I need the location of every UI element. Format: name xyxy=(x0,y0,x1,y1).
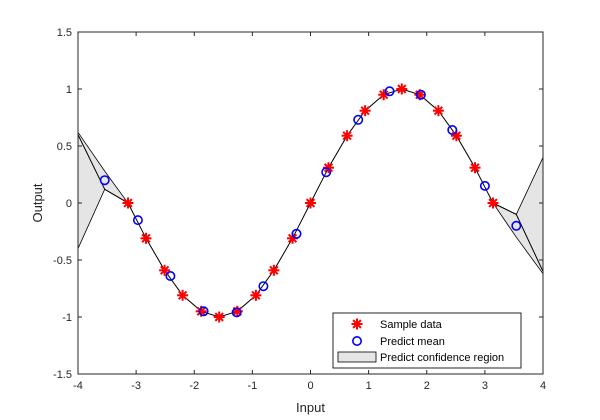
sample-data-point-stroke xyxy=(379,90,389,100)
sample-data-point xyxy=(305,197,316,209)
x-tick-label: 1 xyxy=(366,380,372,392)
sample-data-point-stroke xyxy=(123,198,133,208)
predict-mean-point xyxy=(231,307,242,318)
sample-data-point xyxy=(195,305,207,317)
predict-mean-point xyxy=(353,114,364,125)
sample-data-point xyxy=(323,162,334,174)
x-tick-label: -2 xyxy=(189,380,199,392)
legend-asterisk-marker xyxy=(351,318,363,330)
predict-mean-point xyxy=(384,86,395,97)
marker-layer xyxy=(99,83,522,323)
sample-data-point-stroke xyxy=(488,198,498,208)
predict-mean-point xyxy=(291,228,302,239)
y-tick-label: 0 xyxy=(66,198,72,210)
sample-data-point-stroke xyxy=(141,233,151,243)
legend: Sample data Predict mean Predict confide… xyxy=(332,312,522,369)
predict-mean-point xyxy=(415,89,426,100)
sample-data-point-stroke xyxy=(178,290,188,300)
predict-mean-point xyxy=(198,306,209,317)
sample-data-point-stroke xyxy=(323,163,334,173)
y-axis-label: Output xyxy=(30,183,45,222)
predict-mean-point xyxy=(258,281,269,292)
sample-data-point xyxy=(159,264,171,276)
sample-data-point xyxy=(140,232,152,244)
predict-mean-point xyxy=(479,180,490,191)
sample-data-point-stroke xyxy=(251,290,261,300)
sample-data-point xyxy=(487,197,499,209)
sample-data-point xyxy=(250,289,262,301)
x-tick-label: -1 xyxy=(247,380,257,392)
y-tick-label: 1 xyxy=(66,84,72,96)
sample-data-point xyxy=(213,311,225,323)
sample-data-point xyxy=(122,197,134,209)
legend-circle-marker xyxy=(351,335,362,346)
y-tick-label: -1.5 xyxy=(53,369,72,381)
predict-mean-point xyxy=(511,220,522,231)
sample-data-point xyxy=(378,89,390,101)
tick-layer: -4 -3 -2 -1 0 1 2 3 4 -1.5 -1 -0.5 0 0.5 1 1.5 xyxy=(53,27,546,392)
y-tick-label: -1 xyxy=(62,312,72,324)
sample-data-point-stroke xyxy=(342,131,352,141)
legend-region-swatch xyxy=(337,351,377,363)
legend-label-sample-data: Sample data xyxy=(380,319,443,331)
sample-data-point-stroke xyxy=(196,306,206,316)
sample-data-point xyxy=(177,289,189,301)
sample-data-point xyxy=(432,105,444,117)
sample-data-point-stroke xyxy=(305,198,316,208)
predict-mean-point xyxy=(321,167,332,178)
sample-data-point xyxy=(268,264,280,276)
sample-data-point-stroke xyxy=(287,233,298,243)
x-tick-label: -3 xyxy=(131,380,141,392)
predict-mean-point xyxy=(447,125,458,136)
x-tick-label: 2 xyxy=(424,380,430,392)
y-tick-label: 1.5 xyxy=(57,27,72,39)
y-tick-label: 0.5 xyxy=(57,141,72,153)
sample-data-point xyxy=(450,130,462,142)
sample-data-point-stroke xyxy=(433,106,443,116)
sample-data-point-stroke xyxy=(397,84,407,94)
sample-data-point-stroke xyxy=(269,265,279,275)
x-axis-label: Input xyxy=(296,400,325,415)
x-tick-label: 0 xyxy=(307,380,313,392)
sample-data-point xyxy=(469,162,481,174)
x-tick-label: -4 xyxy=(73,380,83,392)
legend-asterisk-stroke xyxy=(352,319,362,329)
legend-label-predict-mean: Predict mean xyxy=(380,336,445,348)
y-tick-label: -0.5 xyxy=(53,255,72,267)
predict-mean-point xyxy=(99,175,110,186)
sample-data-point-stroke xyxy=(360,106,370,116)
predict-mean-point xyxy=(165,270,176,281)
x-tick-label: 4 xyxy=(540,380,546,392)
sample-data-point-stroke xyxy=(451,131,461,141)
sample-data-point-stroke xyxy=(214,312,224,322)
sample-data-point-stroke xyxy=(470,163,480,173)
sample-data-point-stroke xyxy=(160,265,170,275)
legend-label-confidence-region: Predict confidence region xyxy=(380,352,504,364)
x-tick-label: 3 xyxy=(482,380,488,392)
predict-mean-point xyxy=(132,215,143,226)
sample-data-point xyxy=(341,130,353,142)
sample-data-point xyxy=(396,83,408,95)
sample-data-point xyxy=(359,105,371,117)
